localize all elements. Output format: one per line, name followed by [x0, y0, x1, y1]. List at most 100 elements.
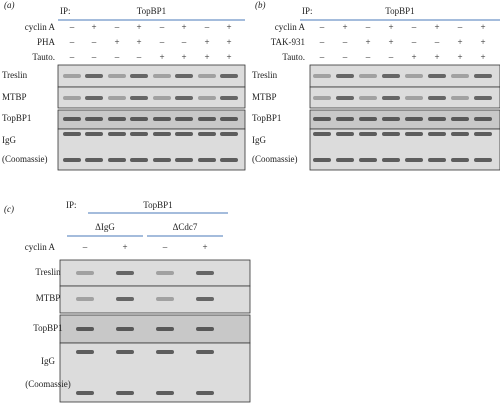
blot-band [313, 132, 331, 136]
blot-band [451, 74, 469, 78]
ip-label: IP: [302, 6, 313, 16]
group-label: ΔCdc7 [173, 222, 198, 232]
blot-band [153, 132, 171, 136]
blot-band [175, 74, 193, 78]
condition-sign: – [159, 37, 165, 47]
condition-sign: – [319, 22, 325, 32]
condition-sign: + [388, 37, 393, 47]
blot-band [63, 96, 81, 100]
blot-band [359, 158, 377, 162]
blot-band [196, 350, 214, 354]
condition-sign: – [114, 22, 120, 32]
row-label: IgG [252, 135, 266, 145]
row-label: MTBP [36, 293, 61, 303]
condition-sign: + [365, 37, 370, 47]
blot-band [116, 327, 134, 331]
blot-band [336, 96, 354, 100]
condition-sign: + [226, 22, 231, 32]
condition-sign: + [388, 22, 393, 32]
condition-sign: + [204, 37, 209, 47]
panel-label: (b) [255, 0, 266, 10]
panel-label: (a) [4, 0, 15, 10]
blot-band [116, 297, 134, 301]
blot-band [130, 96, 148, 100]
blot-band [108, 96, 126, 100]
blot-band [405, 74, 423, 78]
condition-sign: + [136, 22, 141, 32]
condition-sign: – [319, 52, 325, 62]
condition-sign: – [91, 37, 97, 47]
condition-sign: + [342, 22, 347, 32]
blot-band [130, 74, 148, 78]
blot-band [382, 132, 400, 136]
blot-band [451, 117, 469, 121]
blot-band [313, 117, 331, 121]
blot-band [428, 158, 446, 162]
blot-band [76, 271, 94, 275]
condition-sign: + [204, 52, 209, 62]
blot-band [428, 96, 446, 100]
ip-target: TopBP1 [143, 200, 172, 210]
blot-band [156, 327, 174, 331]
blot-band [405, 132, 423, 136]
blot-band [63, 132, 81, 136]
condition-sign: + [159, 52, 164, 62]
blot-band [153, 158, 171, 162]
ip-label: IP: [60, 6, 71, 16]
row-label: Treslin [2, 70, 28, 80]
blot-band [382, 117, 400, 121]
blot-band [336, 132, 354, 136]
blot-panel [59, 259, 251, 287]
ip-label: IP: [66, 200, 77, 210]
row-label: TopBP1 [33, 323, 62, 333]
blot-band [313, 158, 331, 162]
blot-band [63, 117, 81, 121]
blot-band [175, 132, 193, 136]
condition-sign: + [181, 52, 186, 62]
blot-band [198, 132, 216, 136]
blot-band [359, 117, 377, 121]
blot-band [63, 158, 81, 162]
blot-band [153, 96, 171, 100]
blot-band [198, 74, 216, 78]
condition-sign: – [434, 37, 440, 47]
ip-target: TopBP1 [385, 6, 414, 16]
blot-band [76, 327, 94, 331]
blot-band [85, 117, 103, 121]
condition-sign: – [457, 22, 463, 32]
condition-sign: + [226, 37, 231, 47]
condition-sign: + [434, 22, 439, 32]
blot-band [451, 158, 469, 162]
condition-sign: + [91, 22, 96, 32]
blot-band [336, 158, 354, 162]
row-label: (Coomassie) [25, 379, 71, 389]
blot-band [156, 391, 174, 395]
blot-band [153, 117, 171, 121]
blot-band [130, 158, 148, 162]
condition-sign: – [319, 37, 325, 47]
condition-sign: – [204, 22, 210, 32]
blot-band [108, 74, 126, 78]
blot-band [196, 391, 214, 395]
condition-sign: + [114, 37, 119, 47]
blot-band [130, 117, 148, 121]
condition-sign: – [91, 52, 97, 62]
row-label: TopBP1 [2, 113, 31, 123]
condition-label: cyclin A [25, 242, 56, 252]
blot-band [156, 297, 174, 301]
blot-band [116, 391, 134, 395]
condition-sign: – [365, 22, 371, 32]
row-label: (Coomassie) [2, 154, 48, 164]
blot-band [198, 117, 216, 121]
row-label: (Coomassie) [252, 154, 298, 164]
blot-band [220, 74, 238, 78]
row-label: Treslin [35, 267, 61, 277]
blot-band [336, 117, 354, 121]
condition-sign: + [434, 52, 439, 62]
blot-band [85, 74, 103, 78]
blot-band [156, 350, 174, 354]
blot-band [428, 74, 446, 78]
row-label: MTBP [252, 92, 277, 102]
blot-band [359, 132, 377, 136]
